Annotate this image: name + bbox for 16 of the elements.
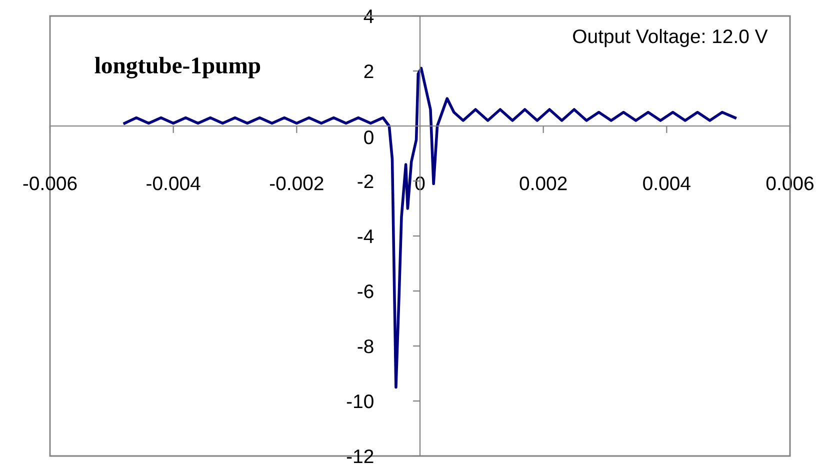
annotation: Output Voltage: 12.0 V (573, 28, 768, 48)
y-tick-label: 0 (364, 130, 374, 144)
y-tick-label: -6 (358, 284, 374, 298)
x-tick-label: 0.004 (643, 176, 690, 190)
y-tick-label: -4 (358, 230, 374, 244)
text: longtube-1pump (94, 56, 260, 78)
x-tick-label: -0.004 (146, 176, 200, 190)
x-tick-label: 0.002 (520, 176, 567, 190)
x-tick-label: 0.006 (766, 176, 814, 190)
x-tick-label: -0.006 (23, 176, 77, 190)
y-tick-label: 2 (364, 64, 374, 78)
x-tick-label: -0.002 (270, 176, 324, 190)
y-tick-label: -10 (346, 394, 374, 408)
y-tick-label: -12 (346, 449, 374, 464)
y-tick-label: -2 (358, 174, 374, 188)
y-tick-label: -8 (358, 339, 374, 354)
